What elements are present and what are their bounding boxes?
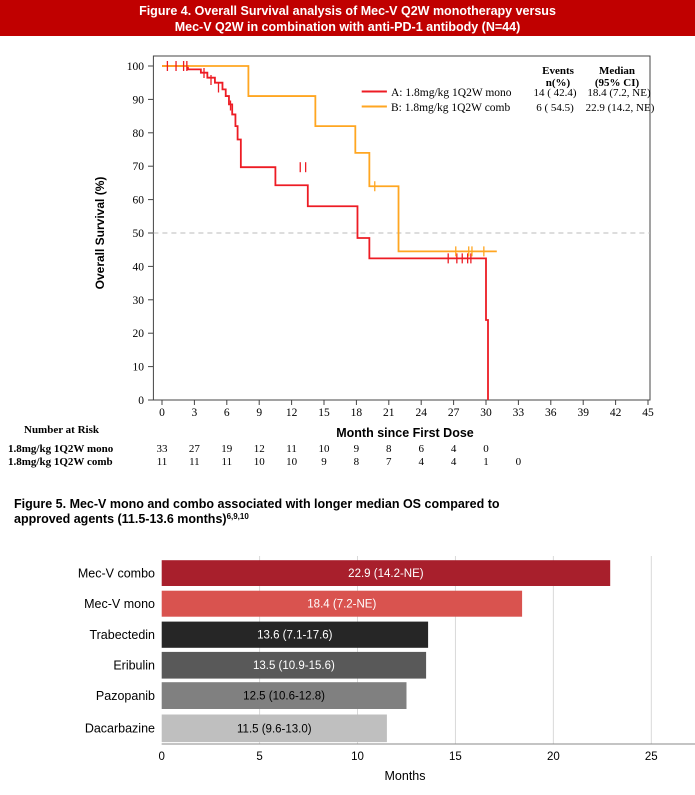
svg-text:9: 9	[354, 443, 360, 455]
svg-text:15: 15	[318, 407, 330, 419]
svg-text:A: 1.8mg/kg 1Q2W mono: A: 1.8mg/kg 1Q2W mono	[391, 87, 512, 99]
svg-text:6: 6	[224, 407, 230, 419]
svg-text:27: 27	[448, 407, 460, 419]
svg-text:Number at Risk: Number at Risk	[24, 424, 100, 436]
svg-text:10: 10	[133, 362, 145, 374]
svg-text:11: 11	[286, 443, 297, 455]
svg-text:12: 12	[286, 407, 298, 419]
svg-text:10: 10	[254, 456, 266, 468]
svg-text:8: 8	[354, 456, 360, 468]
svg-text:20: 20	[133, 328, 145, 340]
svg-text:6 ( 54.5): 6 ( 54.5)	[536, 102, 574, 114]
svg-text:0: 0	[138, 395, 144, 407]
svg-text:18.4 (7.2, NE): 18.4 (7.2, NE)	[587, 87, 651, 99]
svg-text:0: 0	[516, 456, 522, 468]
svg-text:100: 100	[127, 61, 145, 73]
svg-text:19: 19	[221, 443, 233, 455]
svg-text:45: 45	[642, 407, 654, 419]
svg-text:12: 12	[254, 443, 265, 455]
svg-text:22.9 (14.2, NE): 22.9 (14.2, NE)	[586, 102, 655, 114]
svg-text:11: 11	[157, 456, 168, 468]
svg-text:33: 33	[157, 443, 169, 455]
svg-text:11: 11	[222, 456, 233, 468]
svg-text:Month since First Dose: Month since First Dose	[336, 426, 474, 440]
svg-text:27: 27	[189, 443, 201, 455]
svg-text:60: 60	[133, 195, 145, 207]
svg-text:Overall Survival (%): Overall Survival (%)	[93, 177, 107, 290]
svg-text:8: 8	[386, 443, 392, 455]
svg-text:10: 10	[286, 456, 298, 468]
svg-text:14 ( 42.4): 14 ( 42.4)	[533, 87, 576, 99]
svg-text:6: 6	[418, 443, 424, 455]
svg-text:7: 7	[386, 456, 392, 468]
svg-text:40: 40	[133, 261, 145, 273]
svg-text:39: 39	[577, 407, 589, 419]
svg-text:0: 0	[483, 443, 489, 455]
svg-text:9: 9	[321, 456, 327, 468]
svg-text:24: 24	[415, 407, 427, 419]
svg-text:80: 80	[133, 128, 145, 140]
svg-text:Events: Events	[542, 65, 575, 77]
svg-text:4: 4	[451, 456, 457, 468]
svg-text:30: 30	[133, 295, 145, 307]
svg-text:0: 0	[159, 407, 165, 419]
svg-text:3: 3	[192, 407, 198, 419]
svg-text:42: 42	[610, 407, 622, 419]
svg-text:36: 36	[545, 407, 557, 419]
svg-text:10: 10	[319, 443, 331, 455]
svg-text:1.8mg/kg 1Q2W comb: 1.8mg/kg 1Q2W comb	[8, 456, 113, 468]
svg-text:1: 1	[483, 456, 489, 468]
svg-text:33: 33	[513, 407, 525, 419]
svg-text:18: 18	[351, 407, 363, 419]
svg-text:90: 90	[133, 94, 145, 106]
svg-text:4: 4	[451, 443, 457, 455]
svg-text:70: 70	[133, 161, 145, 173]
svg-text:11: 11	[189, 456, 200, 468]
svg-text:1.8mg/kg 1Q2W mono: 1.8mg/kg 1Q2W mono	[8, 443, 114, 455]
svg-text:21: 21	[383, 407, 395, 419]
svg-text:30: 30	[480, 407, 492, 419]
svg-text:4: 4	[418, 456, 424, 468]
svg-text:50: 50	[133, 228, 145, 240]
svg-text:9: 9	[256, 407, 262, 419]
svg-text:B: 1.8mg/kg 1Q2W comb: B: 1.8mg/kg 1Q2W comb	[391, 102, 511, 114]
svg-text:Median: Median	[599, 65, 635, 77]
